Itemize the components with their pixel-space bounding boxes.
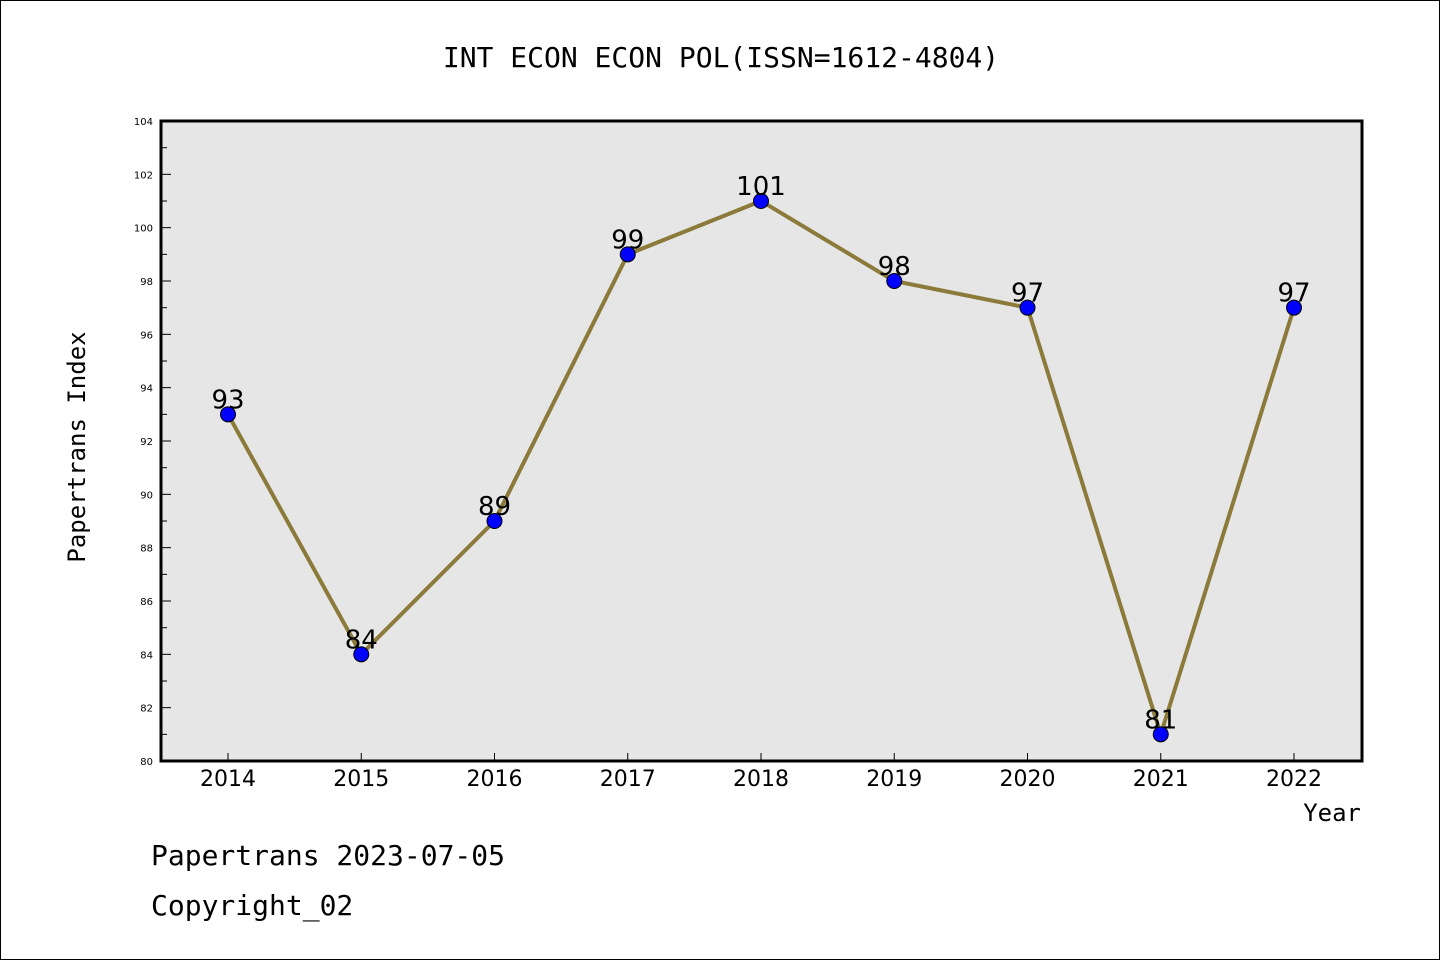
x-tick-label: 2022 [1266, 767, 1322, 792]
data-label: 98 [878, 252, 911, 282]
data-label: 84 [345, 625, 378, 655]
x-tick-label: 2015 [333, 767, 389, 792]
x-tick-label: 2014 [200, 767, 256, 792]
y-tick-label: 104 [134, 117, 153, 128]
data-label: 97 [1011, 279, 1044, 309]
y-axis-label: Papertrans Index [63, 331, 91, 562]
y-tick-label: 96 [140, 330, 153, 341]
y-tick-label: 102 [134, 170, 153, 181]
data-point [1286, 299, 1302, 316]
data-label: 99 [611, 225, 644, 255]
data-point [619, 246, 636, 263]
y-tick-label: 92 [140, 437, 153, 448]
data-points [220, 193, 1302, 743]
data-point [1152, 726, 1169, 743]
x-tick-label: 2020 [1000, 767, 1056, 792]
x-tick-label: 2018 [733, 767, 789, 792]
y-tick-label: 80 [140, 757, 153, 768]
x-tick-label: 2017 [600, 767, 656, 792]
y-tick-label: 82 [140, 704, 153, 715]
y-axis: 80 82 84 86 88 90 92 94 96 98 100 102 104 [134, 117, 171, 768]
y-tick-label: 100 [134, 224, 153, 235]
chart-title: INT ECON ECON POL(ISSN=1612-4804) [443, 41, 999, 74]
data-point [753, 193, 769, 209]
data-label: 97 [1277, 279, 1310, 309]
x-tick-label: 2021 [1133, 767, 1189, 792]
data-label: 93 [211, 385, 244, 415]
x-tick-label: 2019 [866, 767, 922, 792]
data-label: 101 [736, 172, 786, 202]
y-tick-label: 86 [140, 597, 153, 608]
x-tick-label: 2016 [467, 767, 523, 792]
data-point [486, 513, 503, 529]
y-tick-label: 90 [140, 490, 153, 501]
footer-date: Papertrans 2023-07-05 [151, 839, 505, 872]
y-tick-label: 98 [140, 277, 153, 288]
data-labels: 93 84 89 99 101 98 97 81 97 [211, 172, 1310, 735]
x-axis: 2014 2015 2016 2017 2018 2019 2020 2021 2022 [200, 753, 1322, 792]
data-point [220, 406, 236, 423]
footer-copyright: Copyright_02 [151, 889, 353, 923]
x-axis-label: Year [1303, 799, 1361, 827]
y-tick-label: 88 [140, 544, 153, 555]
y-tick-label: 84 [140, 650, 153, 661]
data-point [886, 273, 903, 289]
data-label: 89 [478, 492, 511, 522]
y-tick-label: 94 [140, 384, 153, 395]
data-point [353, 646, 370, 663]
data-label: 81 [1144, 705, 1177, 735]
data-point [1019, 299, 1036, 316]
